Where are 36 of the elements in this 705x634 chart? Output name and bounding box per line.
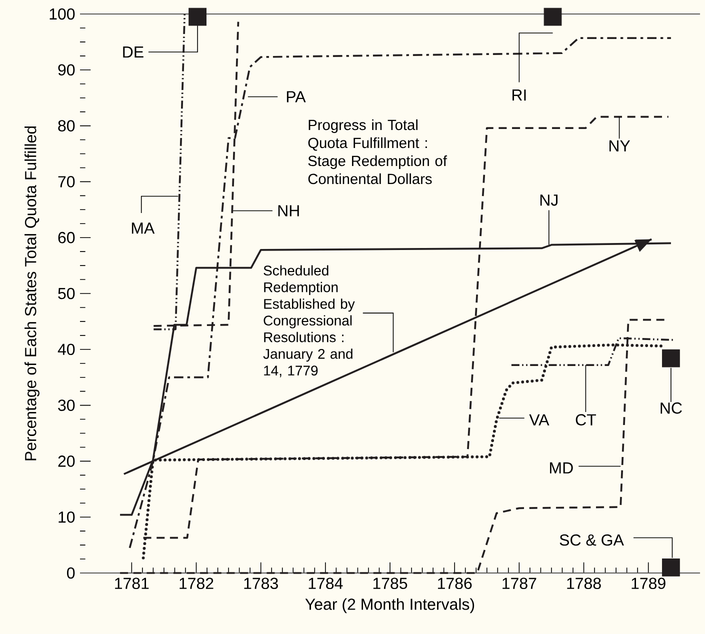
text: DE	[123, 46, 144, 58]
series-label: Scheduled Redemption Established by Congressional Resolutions : January 2 and 14, 1779	[263, 265, 355, 378]
x-tick-label: 1784	[308, 578, 343, 590]
text: NJ	[540, 194, 558, 206]
y-tick-label: 90	[58, 64, 75, 76]
y-tick-label: 80	[58, 120, 75, 132]
x-tick-label: 1781	[115, 578, 149, 590]
y-tick-label: 40	[58, 344, 75, 356]
x-tick-label: 1789	[632, 578, 666, 590]
y-tick-label: 0	[67, 567, 75, 579]
series-label: NY	[609, 140, 630, 152]
x-tick-label: 1785	[373, 578, 408, 590]
y-tick-label: 50	[58, 288, 75, 300]
text: CT	[576, 414, 596, 426]
text: NH	[278, 205, 299, 216]
y-tick-label: 10	[58, 511, 75, 523]
text: Progress in Total Quota Fulfillment : Stage Redemption of Continental Dollars	[308, 119, 448, 184]
text: MD	[550, 462, 573, 474]
x-tick-label: 1786	[438, 578, 472, 590]
text: SC & GA	[560, 534, 624, 546]
y-tick-label: 60	[58, 232, 75, 244]
text: NC	[660, 402, 682, 414]
y-tick-label: 70	[58, 176, 75, 188]
x-tick-label: 1788	[567, 578, 601, 590]
x-tick-label: 1787	[502, 578, 536, 590]
y-axis-title: Percentage of Each States Total Quota Fulfilled	[24, 126, 40, 460]
text: RI	[512, 90, 526, 101]
y-tick-label: 30	[58, 400, 75, 411]
x-tick-label: 1783	[244, 578, 278, 590]
y-tick-label: 100	[50, 8, 75, 20]
series-label: VA	[529, 414, 550, 426]
x-axis-title: Year (2 Month Intervals)	[305, 598, 474, 614]
y-tick-label: 20	[58, 456, 75, 467]
series-label: MA	[132, 222, 155, 234]
text: PA	[286, 91, 306, 102]
x-tick-label: 1782	[180, 578, 214, 590]
